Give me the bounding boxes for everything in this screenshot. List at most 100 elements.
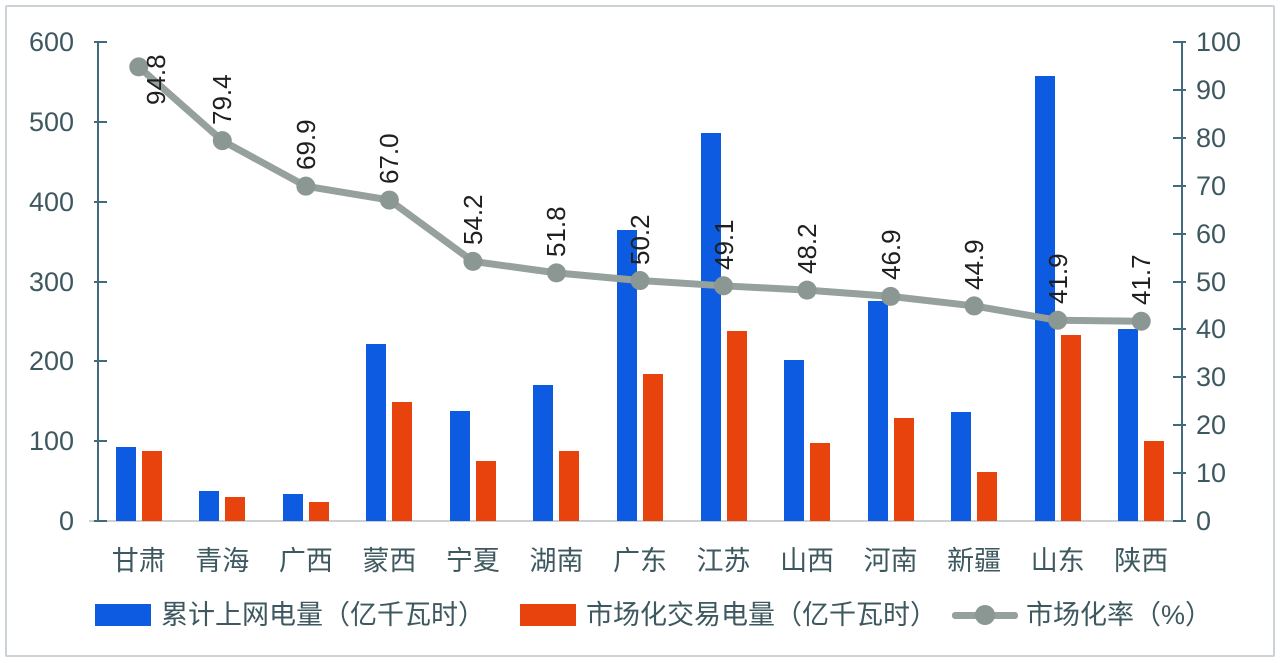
bar-traded-power bbox=[475, 461, 496, 521]
bar-traded-power bbox=[1144, 441, 1165, 521]
bar-grid-power bbox=[115, 446, 136, 521]
bar-grid-power bbox=[199, 491, 220, 521]
line-data-label: 79.4 bbox=[207, 74, 238, 125]
legend-label: 市场化交易电量（亿千瓦时） bbox=[586, 600, 937, 630]
right-axis-tick bbox=[1173, 88, 1186, 91]
line-marker bbox=[1131, 311, 1151, 331]
line-data-label: 51.8 bbox=[541, 206, 572, 257]
right-axis-tick-label: 40 bbox=[1196, 314, 1227, 345]
right-axis-tick bbox=[1173, 232, 1186, 235]
legend-item-market-rate: 市场化率（%） bbox=[952, 597, 1212, 633]
left-axis-tick bbox=[94, 520, 107, 522]
line-data-label: 41.7 bbox=[1126, 254, 1157, 306]
bar-grid-power bbox=[700, 133, 721, 521]
x-axis-line bbox=[89, 520, 1183, 522]
bar-grid-power bbox=[366, 343, 387, 521]
x-axis-category-label: 甘肃 bbox=[111, 546, 166, 576]
right-axis-tick-label: 20 bbox=[1196, 410, 1227, 441]
bar-traded-power bbox=[225, 497, 246, 521]
x-axis-category-label: 陕西 bbox=[1114, 546, 1169, 576]
x-axis-category-label: 山西 bbox=[780, 546, 835, 576]
line-marker bbox=[1048, 310, 1068, 330]
x-axis-category-label: 广东 bbox=[613, 546, 667, 576]
x-axis-category-label: 山东 bbox=[1030, 546, 1085, 576]
legend-item-grid-power: 累计上网电量（亿千瓦时） bbox=[95, 597, 485, 633]
legend-label: 市场化率（%） bbox=[1026, 600, 1213, 630]
bar-traded-power bbox=[810, 442, 831, 521]
right-axis-tick bbox=[1173, 328, 1186, 331]
x-axis-category-label: 新疆 bbox=[947, 546, 1002, 576]
bar-traded-power bbox=[643, 374, 663, 521]
line-data-label: 48.2 bbox=[792, 223, 823, 275]
legend: 累计上网电量（亿千瓦时） 市场化交易电量（亿千瓦时） 市场化率（%） bbox=[0, 597, 1280, 633]
bar-grid-power bbox=[784, 359, 805, 521]
left-axis-tick-label: 0 bbox=[58, 506, 74, 536]
bar-grid-power bbox=[282, 493, 303, 521]
left-axis-tick-label: 200 bbox=[28, 346, 74, 377]
left-axis-tick bbox=[94, 120, 107, 123]
left-axis-tick-label: 600 bbox=[28, 27, 74, 57]
bar-traded-power bbox=[559, 450, 580, 521]
right-axis-tick bbox=[1173, 136, 1186, 139]
x-axis-category-label: 青海 bbox=[195, 546, 250, 576]
x-axis-category-label: 宁夏 bbox=[445, 546, 500, 576]
right-axis-tick-label: 90 bbox=[1196, 74, 1227, 105]
x-axis-category-label: 广西 bbox=[278, 546, 333, 576]
bar-grid-power bbox=[533, 385, 554, 521]
line-marker bbox=[630, 271, 650, 291]
line-marker bbox=[546, 263, 566, 283]
left-axis-tick bbox=[94, 280, 107, 283]
x-axis-category-label: 蒙西 bbox=[362, 546, 417, 576]
right-axis-tick-label: 70 bbox=[1196, 170, 1227, 201]
right-axis-tick bbox=[1173, 280, 1186, 283]
bar-traded-power bbox=[893, 418, 914, 521]
line-data-label: 50.2 bbox=[625, 213, 655, 265]
line-marker bbox=[463, 251, 483, 271]
line-marker bbox=[881, 286, 901, 306]
legend-swatch-red bbox=[520, 604, 576, 626]
bar-grid-power bbox=[951, 412, 972, 521]
left-axis-tick-label: 400 bbox=[28, 186, 74, 217]
bar-grid-power bbox=[449, 410, 470, 521]
line-marker bbox=[797, 280, 817, 300]
x-axis-category-label: 河南 bbox=[863, 546, 918, 576]
bar-traded-power bbox=[392, 402, 413, 521]
x-axis-category-label: 湖南 bbox=[529, 546, 584, 576]
left-axis-tick bbox=[94, 41, 107, 43]
bar-grid-power bbox=[1118, 329, 1139, 521]
line-data-label: 44.9 bbox=[959, 239, 990, 290]
left-axis-tick-label: 500 bbox=[28, 106, 74, 137]
right-axis-tick-label: 100 bbox=[1196, 27, 1242, 57]
legend-item-traded-power: 市场化交易电量（亿千瓦时） bbox=[520, 597, 937, 633]
right-axis-tick-label: 50 bbox=[1196, 266, 1227, 297]
bar-grid-power bbox=[617, 229, 637, 521]
bar-traded-power bbox=[726, 330, 747, 521]
line-marker bbox=[296, 176, 316, 196]
line-data-label: 49.1 bbox=[708, 219, 739, 270]
bar-traded-power bbox=[1060, 334, 1081, 521]
left-axis-tick bbox=[94, 440, 107, 443]
left-axis-tick bbox=[94, 360, 107, 363]
bar-traded-power bbox=[308, 501, 329, 521]
right-axis-tick bbox=[1173, 184, 1186, 187]
bar-traded-power bbox=[141, 450, 162, 521]
bar-grid-power bbox=[1034, 76, 1055, 521]
line-data-label: 69.9 bbox=[290, 119, 321, 171]
left-axis-tick bbox=[94, 200, 107, 203]
line-data-label: 94.8 bbox=[140, 54, 171, 105]
right-axis-tick bbox=[1173, 41, 1186, 43]
line-marker bbox=[714, 276, 734, 296]
x-axis-category-label: 江苏 bbox=[696, 546, 751, 576]
right-axis-tick-label: 60 bbox=[1196, 218, 1227, 249]
line-data-label: 46.9 bbox=[875, 229, 906, 281]
right-axis-tick-label: 30 bbox=[1196, 362, 1227, 393]
line-marker bbox=[129, 57, 149, 77]
bar-traded-power bbox=[977, 471, 998, 521]
right-axis-tick bbox=[1173, 520, 1186, 522]
legend-line-marker-icon bbox=[952, 604, 1018, 626]
left-axis-tick-label: 100 bbox=[28, 426, 74, 457]
right-axis-tick bbox=[1173, 424, 1186, 427]
line-marker bbox=[964, 296, 984, 316]
legend-label: 累计上网电量（亿千瓦时） bbox=[161, 600, 485, 630]
